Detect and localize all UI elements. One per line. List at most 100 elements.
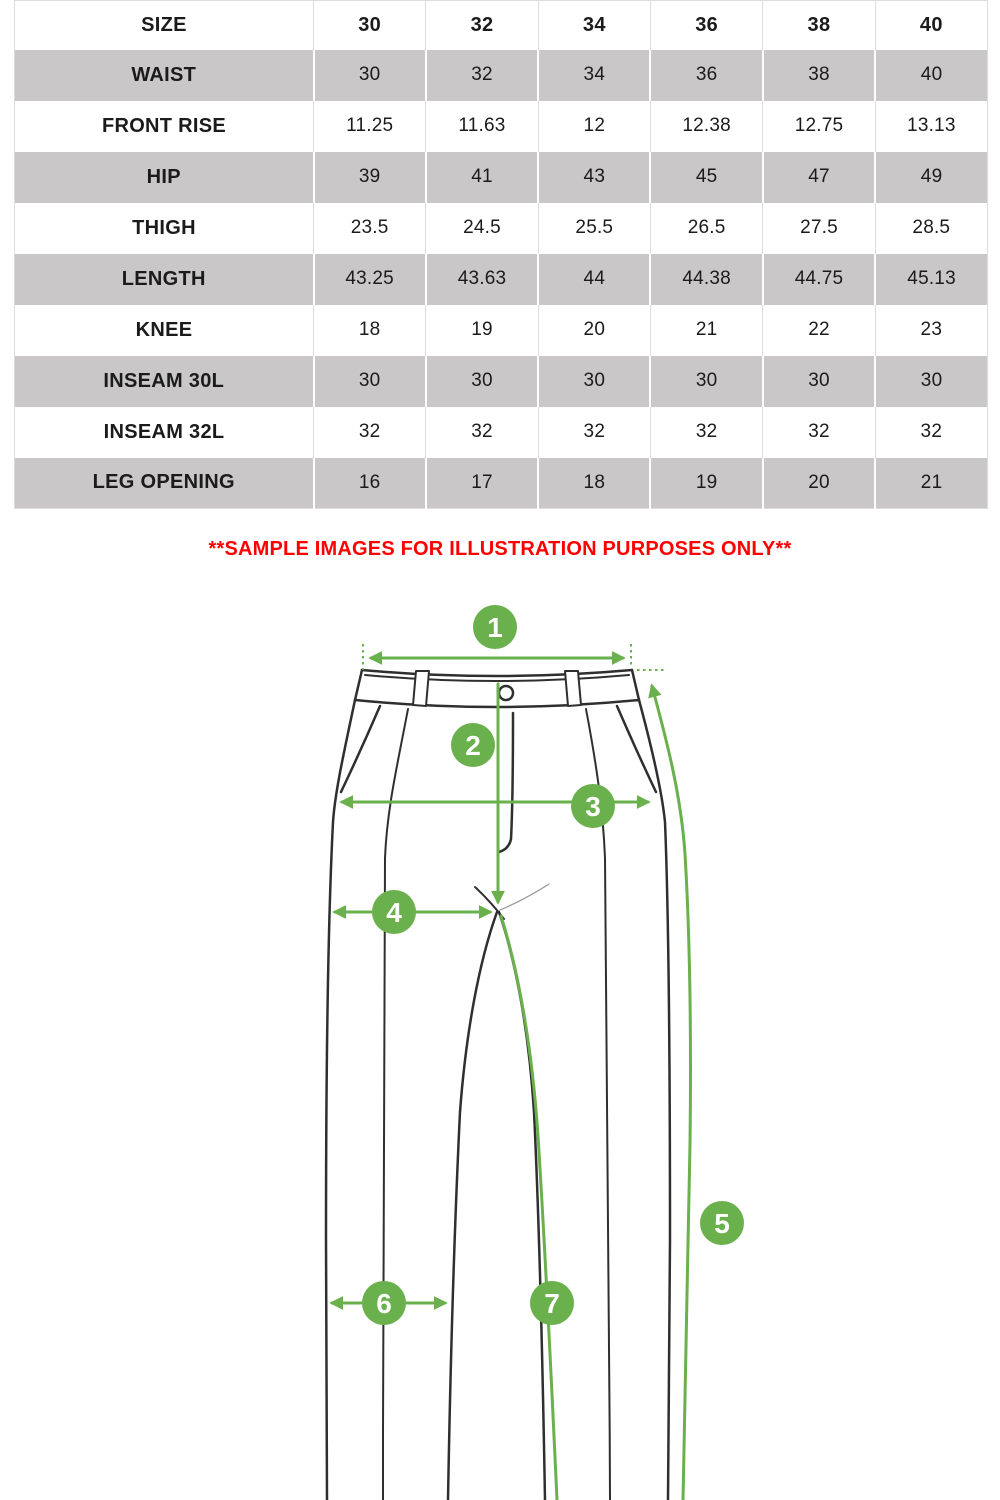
inseam-left xyxy=(446,910,499,1500)
header-size-34: 34 xyxy=(538,0,651,50)
cell: 49 xyxy=(875,151,988,203)
belt-loop-left xyxy=(412,670,430,707)
cell: 30 xyxy=(313,49,427,101)
cell: 30 xyxy=(425,355,540,407)
table-row-thigh: THIGH 23.5 24.5 25.5 26.5 27.5 28.5 xyxy=(14,202,988,254)
measure-marker-7: 7 xyxy=(530,1281,574,1325)
cell: 30 xyxy=(538,355,652,407)
cell: 20 xyxy=(762,457,877,509)
cell: 13.13 xyxy=(875,100,988,152)
cell: 34 xyxy=(538,49,652,101)
cell: 32 xyxy=(875,406,988,458)
cell: 19 xyxy=(650,457,764,509)
cell: 21 xyxy=(875,457,988,509)
cell: 40 xyxy=(875,49,988,101)
cell: 44.38 xyxy=(650,253,764,305)
svg-text:4: 4 xyxy=(386,897,402,928)
outseam-left xyxy=(324,698,357,1500)
cell: 19 xyxy=(425,304,539,356)
measure-marker-3: 3 xyxy=(571,784,615,828)
fly-seam xyxy=(497,711,515,854)
cell: 11.63 xyxy=(425,100,539,152)
crease-right xyxy=(585,708,611,1500)
header-size-30: 30 xyxy=(313,0,427,50)
cell: 30 xyxy=(762,355,877,407)
waistband-top-seam xyxy=(364,674,630,682)
length-line xyxy=(648,683,692,1500)
header-size-36: 36 xyxy=(650,0,764,50)
table-header-row: SIZE 30 32 34 36 38 40 xyxy=(14,0,988,50)
crease-left xyxy=(382,708,409,1500)
cell: 27.5 xyxy=(762,202,876,254)
cell: 39 xyxy=(313,151,427,203)
row-label: HIP xyxy=(14,151,315,203)
cell: 32 xyxy=(650,406,764,458)
cell: 32 xyxy=(538,406,651,458)
cell: 45 xyxy=(650,151,764,203)
cell: 43 xyxy=(538,151,652,203)
measure-marker-4: 4 xyxy=(372,890,416,934)
table-row-inseam-30l: INSEAM 30L 30 30 30 30 30 30 xyxy=(14,355,988,407)
row-label: INSEAM 32L xyxy=(14,406,314,458)
table-row-front-rise: FRONT RISE 11.25 11.63 12 12.38 12.75 13… xyxy=(14,100,988,152)
cell: 30 xyxy=(650,355,764,407)
row-label: LENGTH xyxy=(14,253,315,305)
outseam-right xyxy=(637,698,672,1500)
cell: 18 xyxy=(538,457,652,509)
header-size-38: 38 xyxy=(762,0,876,50)
waistband-right-edge xyxy=(630,668,641,702)
header-size-32: 32 xyxy=(425,0,539,50)
waistband-left-edge xyxy=(353,668,364,702)
cell: 11.25 xyxy=(313,100,427,152)
row-label: THIGH xyxy=(14,202,314,254)
row-label: KNEE xyxy=(14,304,314,356)
pocket-right xyxy=(615,704,658,794)
svg-text:1: 1 xyxy=(487,612,503,643)
cell: 28.5 xyxy=(875,202,988,254)
measurement-lines xyxy=(329,644,692,1500)
waistband-top xyxy=(360,668,634,678)
measure-marker-6: 6 xyxy=(362,1281,406,1325)
disclaimer-text: **SAMPLE IMAGES FOR ILLUSTRATION PURPOSE… xyxy=(208,538,792,560)
svg-text:2: 2 xyxy=(465,730,481,761)
cell: 45.13 xyxy=(875,253,988,305)
measure-marker-1: 1 xyxy=(473,605,517,649)
cell: 32 xyxy=(762,406,876,458)
cell: 16 xyxy=(313,457,427,509)
row-label: INSEAM 30L xyxy=(14,355,315,407)
inseam-line xyxy=(499,914,559,1500)
waist-button xyxy=(497,684,515,702)
cell: 32 xyxy=(425,49,540,101)
cell: 25.5 xyxy=(538,202,651,254)
measure-marker-2: 2 xyxy=(451,723,495,767)
svg-text:5: 5 xyxy=(714,1208,730,1239)
cell: 44.75 xyxy=(762,253,877,305)
cell: 24.5 xyxy=(425,202,539,254)
row-label: WAIST xyxy=(14,49,315,101)
cell: 32 xyxy=(425,406,539,458)
cell: 26.5 xyxy=(650,202,764,254)
cell: 23 xyxy=(875,304,988,356)
svg-text:7: 7 xyxy=(544,1288,560,1319)
cell: 23.5 xyxy=(313,202,427,254)
svg-text:3: 3 xyxy=(585,791,601,822)
cell: 43.25 xyxy=(313,253,427,305)
header-size-label: SIZE xyxy=(14,0,314,50)
table-row-knee: KNEE 18 19 20 21 22 23 xyxy=(14,304,988,356)
cell: 32 xyxy=(313,406,427,458)
cell: 22 xyxy=(762,304,876,356)
table-row-leg-opening: LEG OPENING 16 17 18 19 20 21 xyxy=(14,457,988,509)
row-label: LEG OPENING xyxy=(14,457,315,509)
cell: 44 xyxy=(538,253,652,305)
pocket-left xyxy=(339,704,382,794)
cell: 18 xyxy=(313,304,427,356)
measure-marker-5: 5 xyxy=(700,1201,744,1245)
svg-text:6: 6 xyxy=(376,1288,392,1319)
cell: 41 xyxy=(425,151,540,203)
size-chart-table: SIZE 30 32 34 36 38 40 WAIST 30 32 34 36… xyxy=(14,0,988,509)
row-label: FRONT RISE xyxy=(14,100,314,152)
cell: 12.75 xyxy=(762,100,876,152)
table-row-waist: WAIST 30 32 34 36 38 40 xyxy=(14,49,988,101)
cell: 38 xyxy=(762,49,877,101)
